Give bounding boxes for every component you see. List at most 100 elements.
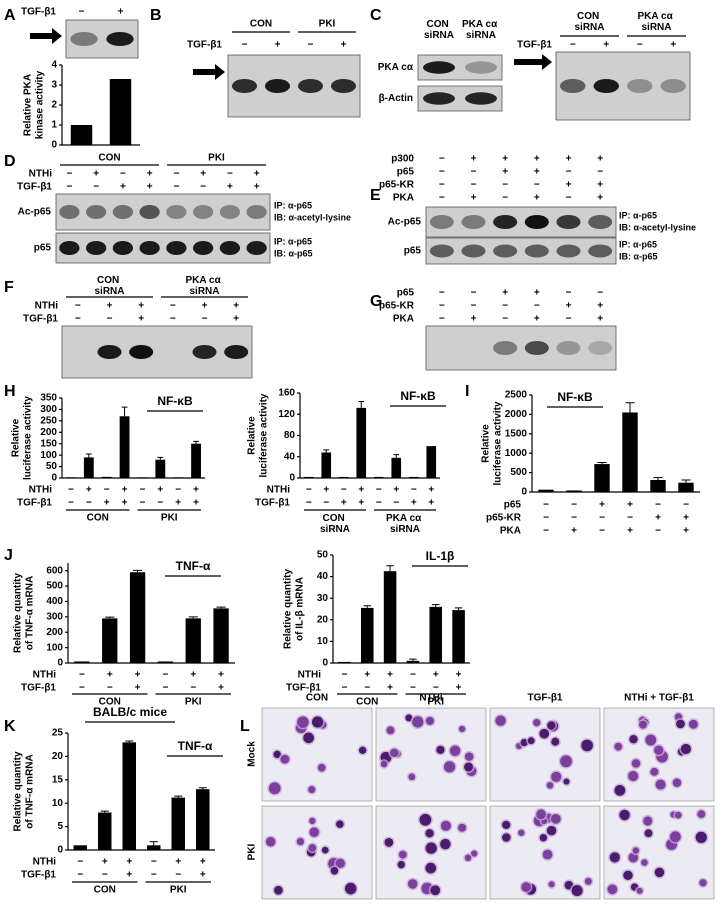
y-tick-label: 0	[289, 473, 295, 484]
cell-nucleus	[551, 737, 560, 746]
condition-mark: −	[227, 169, 233, 180]
condition-label: NTHi	[298, 670, 322, 681]
group-label: PKI	[427, 697, 444, 708]
condition-mark: −	[534, 301, 540, 312]
arrow	[514, 54, 552, 70]
blot-band	[556, 341, 581, 355]
bar	[321, 452, 332, 478]
error-bar	[625, 402, 635, 413]
cell-nucleus	[676, 719, 685, 729]
cell-nucleus	[436, 745, 445, 754]
panel-letter: E	[370, 187, 381, 204]
condition-mark: −	[306, 485, 312, 496]
condition-mark: +	[200, 169, 206, 180]
row-note: IP: α-p65	[619, 239, 657, 249]
condition-mark: +	[683, 513, 689, 524]
cell-nucleus	[386, 726, 395, 735]
condition-label: TGF-β1	[21, 683, 56, 694]
condition-label: TGF-β1	[286, 683, 321, 694]
cell-nucleus	[309, 817, 316, 825]
cell-nucleus	[408, 773, 416, 781]
condition-mark: +	[218, 683, 224, 694]
condition-mark: +	[157, 485, 163, 496]
condition-mark: −	[597, 167, 603, 178]
condition-mark: +	[433, 670, 439, 681]
condition-mark: −	[107, 683, 113, 694]
error-bar	[198, 787, 207, 790]
blot-band	[593, 79, 619, 93]
condition-mark: +	[107, 670, 113, 681]
condition-mark: −	[502, 301, 508, 312]
condition-mark: +	[534, 314, 540, 325]
condition-mark: −	[104, 485, 110, 496]
cell-nucleus	[680, 743, 692, 755]
blot-band	[192, 205, 214, 219]
condition-mark: −	[190, 683, 196, 694]
group-label: PKI	[319, 19, 336, 30]
cell-nucleus	[644, 829, 653, 838]
condition-mark: +	[655, 513, 661, 524]
condition-mark: +	[275, 40, 281, 51]
cell-nucleus	[265, 836, 276, 847]
y-tick-label: 20	[52, 751, 64, 762]
y-tick-label: 5	[57, 821, 63, 832]
blot-band	[224, 345, 249, 359]
condition-mark: −	[242, 40, 248, 51]
row-note: IP: α-p65	[619, 210, 657, 220]
blot-band	[166, 205, 187, 219]
condition-mark: +	[597, 314, 603, 325]
y-tick-label: 350	[40, 393, 57, 404]
y-axis-label: Relative PKA	[23, 74, 34, 136]
blot-band	[297, 79, 324, 93]
blot-band	[493, 341, 518, 355]
group-label: CON siRNA	[574, 11, 604, 33]
cell-nucleus	[631, 759, 641, 768]
blot-band	[264, 79, 291, 93]
y-axis-label: Relative	[247, 416, 258, 455]
y-tick-label: 500	[46, 581, 63, 592]
blot	[425, 325, 617, 371]
condition-mark: −	[79, 7, 85, 18]
error-bar	[132, 569, 143, 573]
bar	[155, 459, 166, 478]
condition-mark: +	[534, 167, 540, 178]
group-label: PKI	[161, 513, 178, 524]
condition-mark: −	[471, 301, 477, 312]
y-axis-label: luciferase activity	[493, 401, 504, 485]
cell-nucleus	[632, 847, 640, 854]
condition-label: TGF-β1	[17, 498, 52, 509]
y-tick-label: 250	[40, 415, 57, 426]
blot-band	[660, 79, 686, 93]
panel-letter: F	[4, 279, 14, 296]
cell-nucleus	[440, 838, 451, 850]
y-tick-label: 300	[46, 611, 63, 622]
y-tick-label: 40	[317, 571, 329, 582]
row-note: IB: α-acetyl-lysine	[274, 212, 351, 222]
cell-nucleus	[533, 718, 541, 727]
row-label: PKA cα	[378, 62, 414, 73]
condition-mark: −	[655, 500, 661, 511]
group-label: PKA cα siRNA	[386, 513, 424, 535]
cell-nucleus	[697, 810, 706, 819]
condition-mark: −	[341, 683, 347, 694]
y-tick-label: 2000	[505, 409, 528, 420]
condition-mark: −	[93, 182, 99, 193]
condition-mark: −	[597, 288, 603, 299]
condition-mark: −	[364, 683, 370, 694]
cell-nucleus	[311, 716, 324, 728]
blot-band	[493, 215, 518, 229]
bar	[98, 812, 112, 850]
bar	[101, 476, 112, 478]
cell-nucleus	[380, 760, 388, 768]
y-tick-label: 4	[51, 60, 57, 71]
cell-nucleus	[425, 842, 437, 854]
cell-nucleus	[297, 716, 309, 728]
condition-mark: −	[433, 683, 439, 694]
blot-band	[556, 244, 581, 258]
cell-nucleus	[527, 737, 535, 745]
error-bar	[216, 606, 226, 609]
error-bar	[431, 604, 440, 607]
condition-mark: −	[151, 870, 157, 881]
y-tick-label: 20	[317, 614, 329, 625]
condition-mark: +	[534, 154, 540, 165]
